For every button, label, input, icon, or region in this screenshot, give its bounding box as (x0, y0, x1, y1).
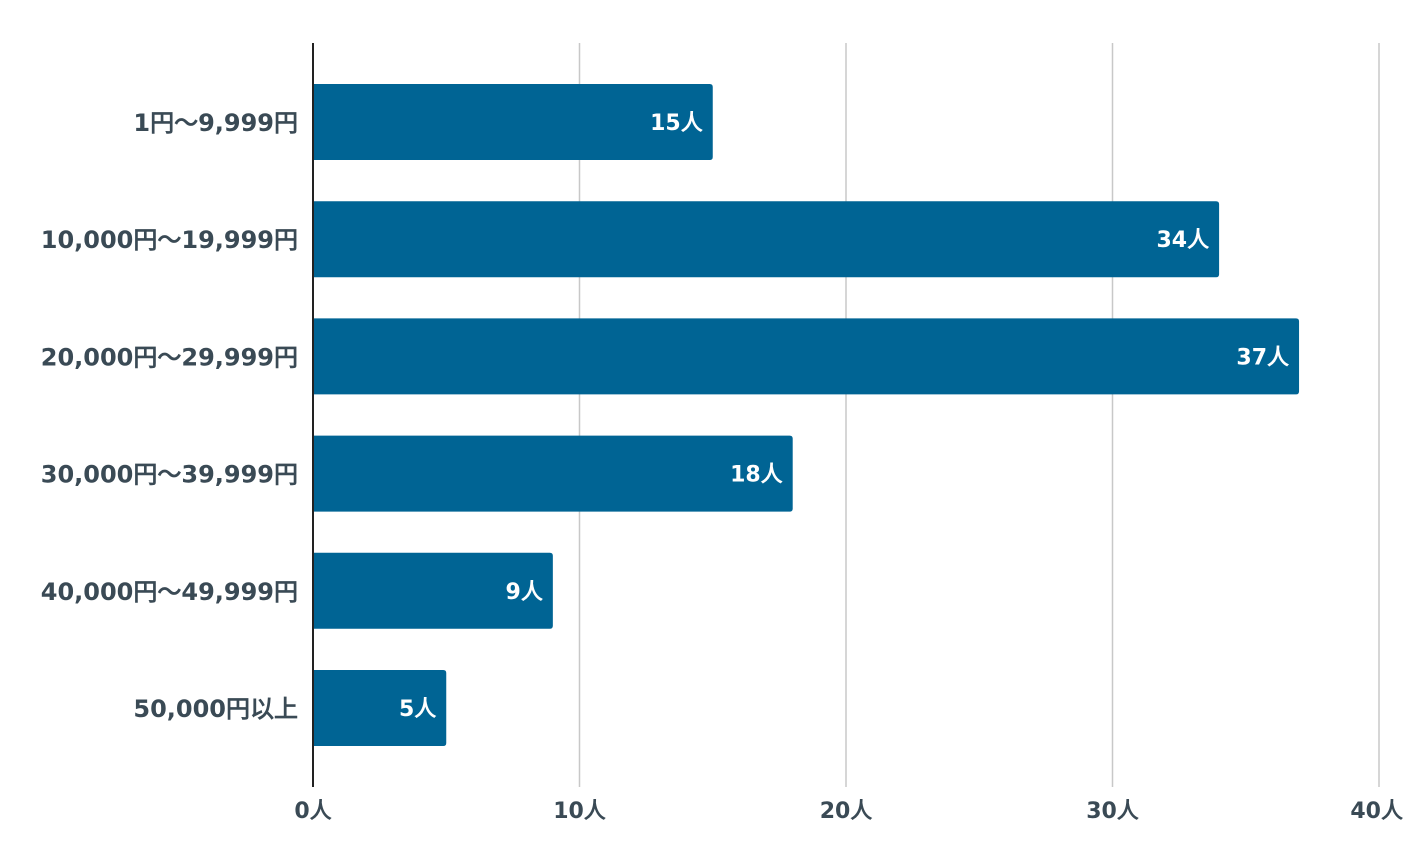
data-label: 15人 (650, 111, 703, 136)
category-label: 1円〜9,999円 (133, 109, 298, 137)
x-tick-label: 20人 (820, 799, 873, 824)
bars: 15人 34人 37人 18人 9人 5人 (313, 84, 1300, 746)
x-tick-label: 30人 (1086, 799, 1139, 824)
category-label: 40,000円〜49,999円 (41, 578, 298, 606)
bar (313, 670, 447, 746)
data-label: 34人 (1156, 228, 1209, 253)
bar (313, 201, 1220, 278)
bar (313, 318, 1300, 395)
category-labels: 1円〜9,999円 10,000円〜19,999円 20,000円〜29,999円 3… (41, 109, 298, 723)
category-label: 50,000円以上 (133, 695, 298, 723)
category-label: 10,000円〜19,999円 (41, 226, 298, 254)
x-axis-tick-labels: 0人 10人 20人 30人 40人 (294, 799, 1403, 824)
data-label: 37人 (1236, 345, 1289, 370)
data-label: 5人 (399, 697, 436, 722)
bar (313, 435, 793, 512)
category-label: 30,000円〜39,999円 (41, 461, 298, 489)
bar (313, 84, 713, 160)
bar (313, 552, 553, 629)
data-label: 18人 (730, 463, 783, 488)
data-label: 9人 (506, 580, 543, 605)
gridlines (578, 43, 1380, 787)
x-tick-label: 0人 (294, 799, 331, 824)
x-tick-label: 10人 (553, 799, 606, 824)
x-tick-label: 40人 (1350, 799, 1403, 824)
category-label: 20,000円〜29,999円 (41, 343, 298, 371)
